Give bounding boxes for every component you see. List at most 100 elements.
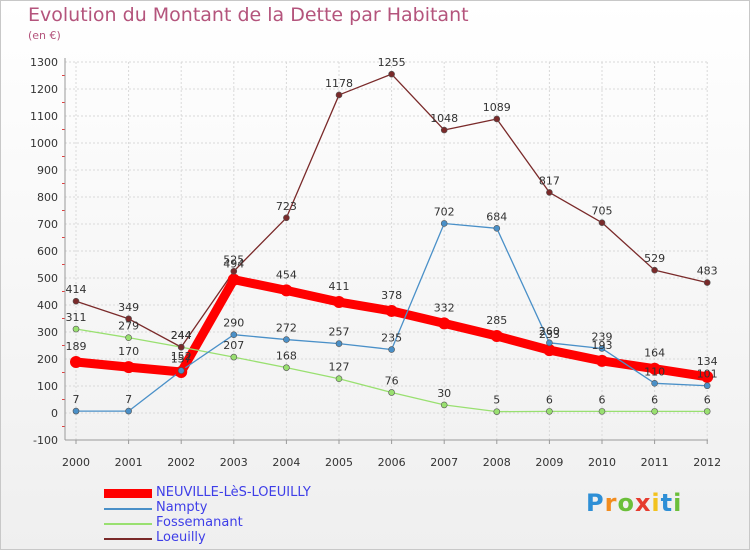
- data-label: 233: [539, 328, 560, 341]
- data-label: 525: [223, 253, 244, 266]
- data-label: 272: [276, 322, 297, 335]
- data-label: 170: [118, 345, 139, 358]
- x-tick-label: 2006: [378, 456, 406, 469]
- legend-swatch: [104, 508, 152, 510]
- data-point: [177, 367, 185, 374]
- logo-letter: o: [617, 489, 635, 517]
- y-tick-label: -100: [33, 434, 58, 447]
- data-label: 279: [118, 320, 139, 333]
- data-label: 349: [118, 301, 139, 314]
- data-point: [72, 325, 80, 333]
- data-point: [493, 115, 501, 123]
- data-point: [72, 297, 80, 305]
- series-points: [70, 70, 714, 415]
- x-tick-label: 2009: [535, 456, 563, 469]
- data-point: [388, 389, 395, 396]
- data-label: 6: [546, 393, 553, 406]
- data-label: 6: [651, 393, 658, 406]
- x-tick-label: 2010: [588, 456, 616, 469]
- data-point: [493, 225, 501, 232]
- data-label: 705: [592, 205, 613, 218]
- data-label: 257: [329, 326, 350, 339]
- y-tick-label: 200: [37, 353, 58, 366]
- data-label: 1089: [483, 101, 511, 114]
- data-point: [596, 354, 608, 367]
- data-label: 189: [66, 340, 87, 353]
- data-point: [493, 408, 501, 415]
- data-point: [335, 340, 343, 347]
- data-point: [385, 304, 398, 317]
- data-point: [440, 220, 448, 227]
- data-point: [280, 284, 293, 297]
- data-point: [333, 296, 345, 309]
- logo-letter: r: [604, 489, 618, 517]
- x-tick-label: 2007: [430, 456, 458, 469]
- data-label: 168: [276, 350, 297, 363]
- data-point: [283, 364, 290, 371]
- data-point: [335, 91, 343, 99]
- data-label: 5: [493, 394, 500, 407]
- data-label: 414: [66, 283, 87, 296]
- y-tick-label: 700: [37, 218, 58, 231]
- data-point: [72, 407, 80, 415]
- chart-subtitle: (en €): [28, 29, 61, 42]
- data-point: [177, 343, 185, 351]
- data-point: [598, 219, 606, 226]
- data-label: 483: [697, 265, 718, 278]
- data-point: [388, 70, 395, 78]
- data-point: [230, 331, 238, 339]
- data-label: 244: [171, 329, 192, 342]
- data-point: [651, 379, 658, 387]
- data-label: 7: [125, 393, 132, 406]
- y-tick-label: 100: [37, 380, 58, 393]
- legend-label: Loeuilly: [156, 530, 206, 545]
- data-label: 702: [434, 205, 455, 218]
- data-point: [598, 345, 606, 352]
- y-tick-label: 1000: [30, 137, 58, 150]
- data-label: 76: [385, 374, 399, 387]
- data-point: [651, 408, 658, 415]
- data-point: [230, 353, 238, 361]
- logo-letter: i: [673, 489, 683, 517]
- data-label: 6: [599, 393, 606, 406]
- x-tick-label: 2000: [62, 456, 90, 469]
- data-label: 152: [171, 350, 192, 363]
- axes: [62, 58, 708, 444]
- data-point: [388, 346, 395, 353]
- logo-letter: x: [634, 489, 652, 517]
- data-point: [438, 317, 451, 330]
- data-label: 6: [704, 393, 711, 406]
- data-label: 110: [644, 365, 665, 378]
- y-tick-label: 0: [51, 407, 58, 420]
- data-label: 684: [486, 210, 507, 223]
- data-label: 164: [644, 347, 665, 360]
- data-label: 30: [437, 387, 451, 400]
- y-tick-label: 400: [37, 299, 58, 312]
- data-label: 378: [381, 289, 402, 302]
- data-point: [440, 126, 448, 134]
- y-tick-label: 1300: [30, 56, 58, 69]
- legend-label: Nampty: [156, 500, 208, 515]
- data-point: [546, 189, 553, 196]
- data-label: 1255: [378, 56, 406, 69]
- y-tick-label: 1200: [30, 83, 58, 96]
- data-point: [546, 339, 553, 347]
- data-point: [598, 408, 606, 415]
- x-tick-label: 2003: [220, 456, 248, 469]
- y-tick-label: 600: [37, 245, 58, 258]
- data-point: [122, 361, 135, 374]
- data-point: [648, 362, 661, 375]
- data-point: [490, 330, 503, 343]
- data-point: [125, 407, 132, 415]
- data-label: 1178: [325, 77, 353, 90]
- data-point: [543, 344, 556, 357]
- data-point: [230, 267, 238, 275]
- legend-label: Fossemanant: [156, 515, 243, 530]
- data-label: 127: [329, 361, 350, 374]
- data-label: 193: [592, 339, 613, 352]
- logo-letter: i: [651, 489, 661, 517]
- data-label: 817: [539, 174, 560, 187]
- data-point: [546, 408, 553, 415]
